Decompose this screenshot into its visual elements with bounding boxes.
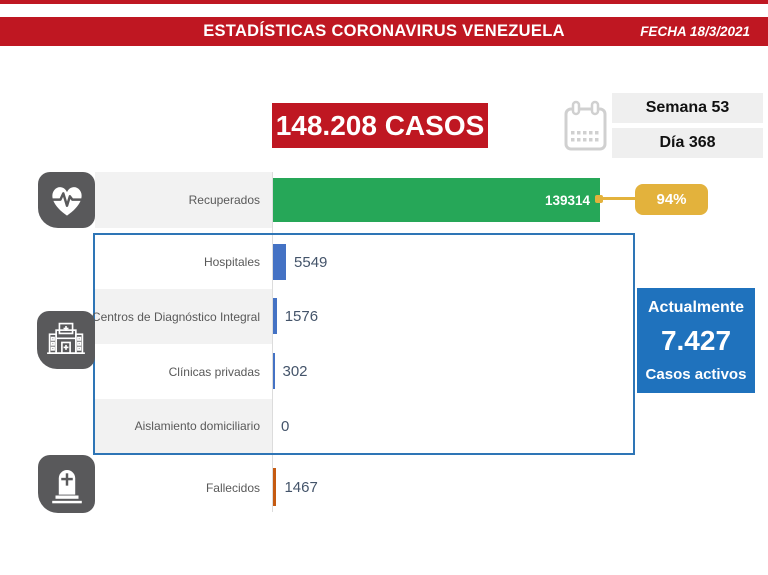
percent-connector-line: [599, 197, 637, 200]
bar-row-aislamiento: 0: [273, 408, 289, 444]
row-label-fallecidos: Fallecidos: [205, 480, 260, 495]
date-label: FECHA 18/3/2021: [640, 24, 750, 39]
bar-row-hospitales: 5549: [273, 244, 327, 280]
bar-recuperados: 139314: [273, 178, 600, 222]
total-cases-value: 148.208 CASOS: [275, 109, 485, 141]
heart-pulse-icon: [38, 172, 95, 228]
bar-hospitales: [273, 244, 287, 280]
recovered-percent-badge: 94%: [635, 184, 708, 215]
bar-row-clinicas: 302: [273, 353, 308, 389]
bar-value-recuperados: 139314: [544, 192, 590, 208]
active-cases-value: 7.427: [660, 325, 732, 356]
active-cases-box: Actualmente 7.427 Casos activos: [637, 288, 755, 393]
hospital-icon: [37, 311, 95, 369]
bar-clinicas: [273, 353, 275, 389]
week-label: Semana 53: [645, 99, 730, 116]
bar-row-cdi: 1576: [273, 298, 318, 334]
day-label: Día 368: [659, 134, 716, 151]
row-label-clinicas: Clínicas privadas: [168, 364, 260, 379]
tombstone-icon: [38, 455, 95, 513]
row-label-cdi: Centros de Diagnóstico Integral: [92, 289, 272, 344]
bar-fallecidos: [273, 468, 277, 506]
week-badge: Semana 53: [612, 93, 763, 123]
row-label-recuperados: Recuperados: [95, 172, 272, 228]
day-badge: Día 368: [612, 128, 763, 158]
total-cases-box: 148.208 CASOS: [272, 103, 488, 148]
bar-value-aislamiento: 0: [281, 417, 290, 435]
calendar-icon: [562, 100, 609, 155]
bar-value-cdi: 1576: [284, 307, 319, 325]
top-red-strip: [0, 0, 768, 4]
active-cases-subtitle: Casos activos: [645, 365, 747, 383]
page-title: ESTADÍSTICAS CORONAVIRUS VENEZUELA: [203, 22, 565, 40]
chart-axis-line: [272, 172, 273, 512]
title-banner: ESTADÍSTICAS CORONAVIRUS VENEZUELA FECHA…: [0, 17, 768, 46]
bar-row-fallecidos: 1467: [273, 468, 318, 506]
row-label-hospitales: Hospitales: [203, 255, 260, 269]
bar-value-hospitales: 5549: [294, 253, 328, 271]
bar-value-fallecidos: 1467: [284, 478, 318, 496]
active-cases-title: Actualmente: [647, 298, 745, 316]
row-label-aislamiento: Aislamiento domiciliario: [95, 399, 272, 453]
bar-value-clinicas: 302: [282, 362, 308, 380]
bar-cdi: [273, 298, 277, 334]
